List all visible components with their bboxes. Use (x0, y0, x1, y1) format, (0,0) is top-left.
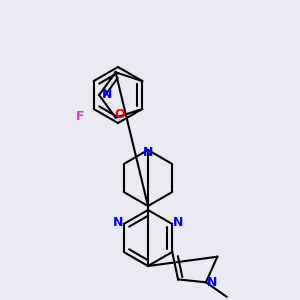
Text: F: F (76, 110, 84, 124)
Text: N: N (207, 276, 217, 289)
Text: O: O (114, 108, 125, 121)
Text: N: N (112, 215, 123, 229)
Text: N: N (143, 146, 153, 158)
Text: N: N (173, 215, 183, 229)
Text: N: N (102, 88, 112, 101)
